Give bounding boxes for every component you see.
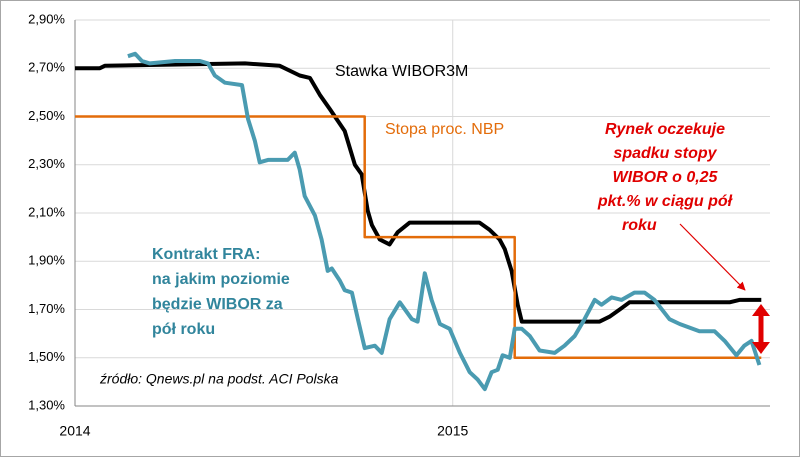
annotation-fra: Kontrakt FRA: xyxy=(152,246,260,263)
annotation-fra: na jakim poziomie xyxy=(152,271,290,288)
annotation-market: pkt.% w ciągu pół xyxy=(597,193,733,210)
pointer-arrow xyxy=(679,223,746,291)
annotation-market: Rynek oczekuje xyxy=(605,121,725,138)
annotation-fra: pół roku xyxy=(152,321,215,338)
y-tick-label: 1,70% xyxy=(28,301,65,316)
y-tick-label: 1,30% xyxy=(28,397,65,412)
series-line xyxy=(75,115,762,360)
annotation-wibor: Stawka WIBOR3M xyxy=(335,63,468,80)
y-tick-label: 2,30% xyxy=(28,156,65,171)
double-arrow-heads xyxy=(752,304,770,354)
annotation-nbp: Stopa proc. NBP xyxy=(385,121,504,138)
source-note: źródło: Qnews.pl na podst. ACI Polska xyxy=(99,371,339,387)
y-tick-label: 2,50% xyxy=(28,108,65,123)
annotation-market: WIBOR o 0,25 xyxy=(613,169,719,186)
annotation-market: roku xyxy=(622,217,657,234)
x-tick-label: 2015 xyxy=(437,423,468,439)
annotation-fra: będzie WIBOR za xyxy=(152,296,283,313)
series-line xyxy=(127,51,762,392)
x-tick-label: 2014 xyxy=(59,423,90,439)
y-tick-label: 2,90% xyxy=(28,11,65,26)
y-tick-label: 1,50% xyxy=(28,349,65,364)
annotation-market: spadku stopy xyxy=(613,145,717,162)
y-tick-label: 2,70% xyxy=(28,60,65,75)
y-tick-label: 2,10% xyxy=(28,204,65,219)
y-tick-label: 1,90% xyxy=(28,253,65,268)
